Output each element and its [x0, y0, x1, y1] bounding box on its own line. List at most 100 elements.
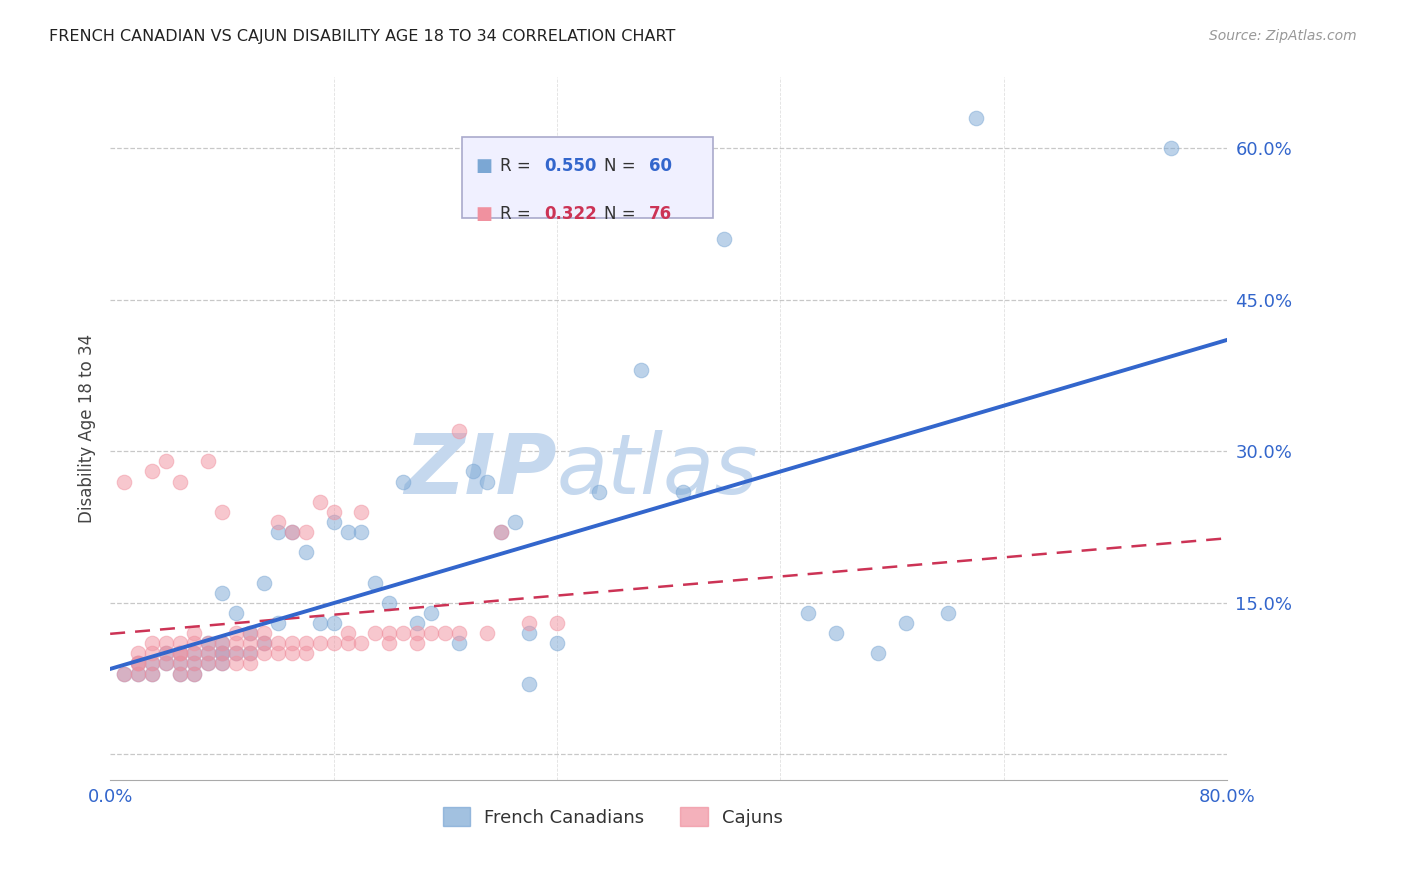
Point [322, 515, 344, 529]
Point [155, 657, 177, 671]
Point [141, 636, 163, 650]
Text: 60: 60 [648, 157, 672, 175]
Point [364, 575, 387, 590]
Point [169, 646, 191, 660]
Point [127, 666, 149, 681]
Point [434, 626, 457, 640]
Point [211, 657, 233, 671]
Point [294, 646, 316, 660]
Point [225, 646, 247, 660]
Point [225, 657, 247, 671]
Point [197, 657, 219, 671]
Point [588, 484, 610, 499]
Point [253, 636, 276, 650]
Point [280, 525, 302, 540]
Point [449, 424, 471, 438]
Point [322, 505, 344, 519]
Point [155, 636, 177, 650]
FancyBboxPatch shape [463, 137, 713, 218]
Point [350, 525, 373, 540]
Text: atlas: atlas [557, 430, 759, 511]
Point [671, 484, 693, 499]
Point [546, 615, 568, 630]
Point [197, 657, 219, 671]
Point [141, 646, 163, 660]
Point [406, 636, 429, 650]
Point [211, 636, 233, 650]
Point [489, 525, 512, 540]
Text: 0.322: 0.322 [544, 205, 598, 223]
Point [155, 646, 177, 660]
Point [797, 606, 820, 620]
Point [239, 646, 262, 660]
Point [308, 495, 330, 509]
Point [378, 626, 401, 640]
Point [155, 454, 177, 468]
Point [211, 585, 233, 599]
Point [197, 636, 219, 650]
Text: Source: ZipAtlas.com: Source: ZipAtlas.com [1209, 29, 1357, 43]
Point [183, 646, 205, 660]
Point [936, 606, 959, 620]
Point [392, 626, 415, 640]
Text: ■: ■ [475, 205, 492, 223]
Point [141, 465, 163, 479]
Point [463, 465, 485, 479]
Point [127, 657, 149, 671]
Point [267, 615, 290, 630]
Point [183, 646, 205, 660]
Text: 76: 76 [648, 205, 672, 223]
Text: R =: R = [501, 157, 536, 175]
Point [825, 626, 848, 640]
Point [280, 646, 302, 660]
Point [489, 525, 512, 540]
Point [141, 666, 163, 681]
Point [280, 636, 302, 650]
Point [127, 666, 149, 681]
Point [211, 505, 233, 519]
Point [267, 636, 290, 650]
Point [713, 232, 735, 246]
Point [868, 646, 890, 660]
Point [225, 646, 247, 660]
Point [225, 606, 247, 620]
Point [169, 646, 191, 660]
Point [280, 525, 302, 540]
Point [141, 657, 163, 671]
Point [546, 636, 568, 650]
Point [267, 515, 290, 529]
Text: 0.550: 0.550 [544, 157, 598, 175]
Point [1160, 141, 1182, 155]
Text: ZIP: ZIP [405, 430, 557, 511]
Point [294, 545, 316, 559]
Point [183, 657, 205, 671]
Point [183, 666, 205, 681]
Point [141, 666, 163, 681]
Point [183, 626, 205, 640]
Point [630, 363, 652, 377]
Point [253, 575, 276, 590]
Point [350, 505, 373, 519]
Point [308, 636, 330, 650]
Point [197, 454, 219, 468]
Point [449, 636, 471, 650]
Point [211, 646, 233, 660]
Point [294, 636, 316, 650]
Point [112, 666, 135, 681]
Point [503, 515, 526, 529]
Point [169, 666, 191, 681]
Point [350, 636, 373, 650]
Point [253, 626, 276, 640]
Point [475, 475, 498, 489]
Point [112, 666, 135, 681]
Point [169, 657, 191, 671]
Point [517, 676, 540, 690]
Point [169, 657, 191, 671]
Point [169, 646, 191, 660]
Point [211, 646, 233, 660]
Legend: French Canadians, Cajuns: French Canadians, Cajuns [436, 800, 790, 834]
Point [141, 657, 163, 671]
Point [517, 615, 540, 630]
Point [965, 111, 987, 125]
Point [197, 636, 219, 650]
